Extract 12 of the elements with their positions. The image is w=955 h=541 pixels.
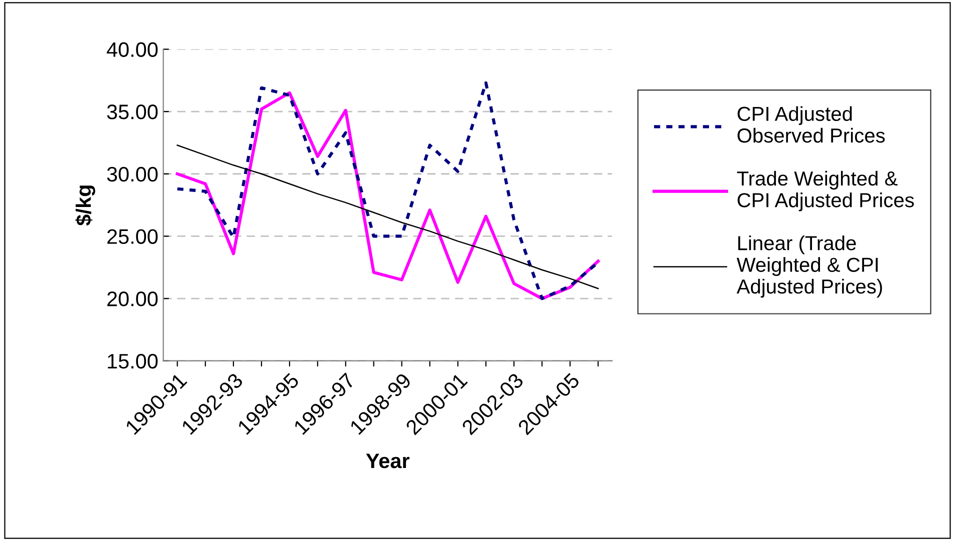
y-tick-label: 20.00 (107, 292, 158, 306)
y-tick-label: 25.00 (107, 229, 158, 244)
legend-label: Trade Weighted & CPI Adjusted Prices (737, 170, 914, 212)
y-axis-title: $/kg (75, 186, 96, 226)
y-tick-label: 15.00 (108, 354, 158, 369)
legend-label: CPI Adjusted Observed Prices (738, 106, 885, 143)
x-axis-title: Year (366, 454, 410, 468)
line-series (176, 144, 599, 290)
y-tick-label: 35.00 (107, 104, 158, 120)
y-tick-label: 40.00 (106, 42, 158, 57)
y-tick-label: 30.00 (107, 166, 158, 182)
legend-label: Linear (Trade Weighted & CPI Adjusted Prices) (736, 235, 882, 298)
